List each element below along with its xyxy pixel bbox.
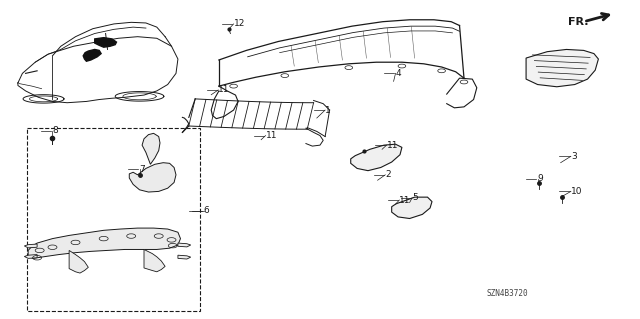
Text: 12: 12 — [234, 19, 245, 28]
Polygon shape — [69, 250, 88, 273]
Polygon shape — [351, 144, 402, 171]
Polygon shape — [178, 243, 191, 247]
Text: 7: 7 — [140, 165, 145, 174]
Polygon shape — [144, 249, 165, 272]
FancyArrowPatch shape — [586, 13, 609, 21]
Text: 1: 1 — [325, 106, 331, 115]
Text: 5: 5 — [412, 193, 418, 202]
Text: 6: 6 — [204, 206, 209, 215]
Text: SZN4B3720: SZN4B3720 — [486, 289, 528, 298]
Polygon shape — [24, 255, 37, 258]
Polygon shape — [178, 255, 191, 259]
Text: 2: 2 — [385, 170, 391, 179]
Text: 4: 4 — [396, 69, 401, 78]
Polygon shape — [95, 38, 116, 47]
Bar — [27, 128, 200, 311]
Text: 11: 11 — [266, 131, 277, 140]
Polygon shape — [129, 163, 176, 192]
Polygon shape — [526, 49, 598, 87]
Text: 9: 9 — [538, 174, 543, 183]
Polygon shape — [83, 49, 101, 61]
Text: 10: 10 — [571, 187, 582, 196]
Polygon shape — [392, 197, 432, 219]
Text: 11: 11 — [387, 141, 398, 150]
Polygon shape — [28, 228, 180, 258]
Polygon shape — [142, 133, 160, 164]
Polygon shape — [24, 244, 37, 248]
Text: 11: 11 — [399, 196, 411, 204]
Text: 8: 8 — [52, 126, 58, 135]
Text: FR.: FR. — [568, 17, 589, 27]
Text: 11: 11 — [218, 85, 230, 94]
Text: 3: 3 — [571, 152, 577, 161]
